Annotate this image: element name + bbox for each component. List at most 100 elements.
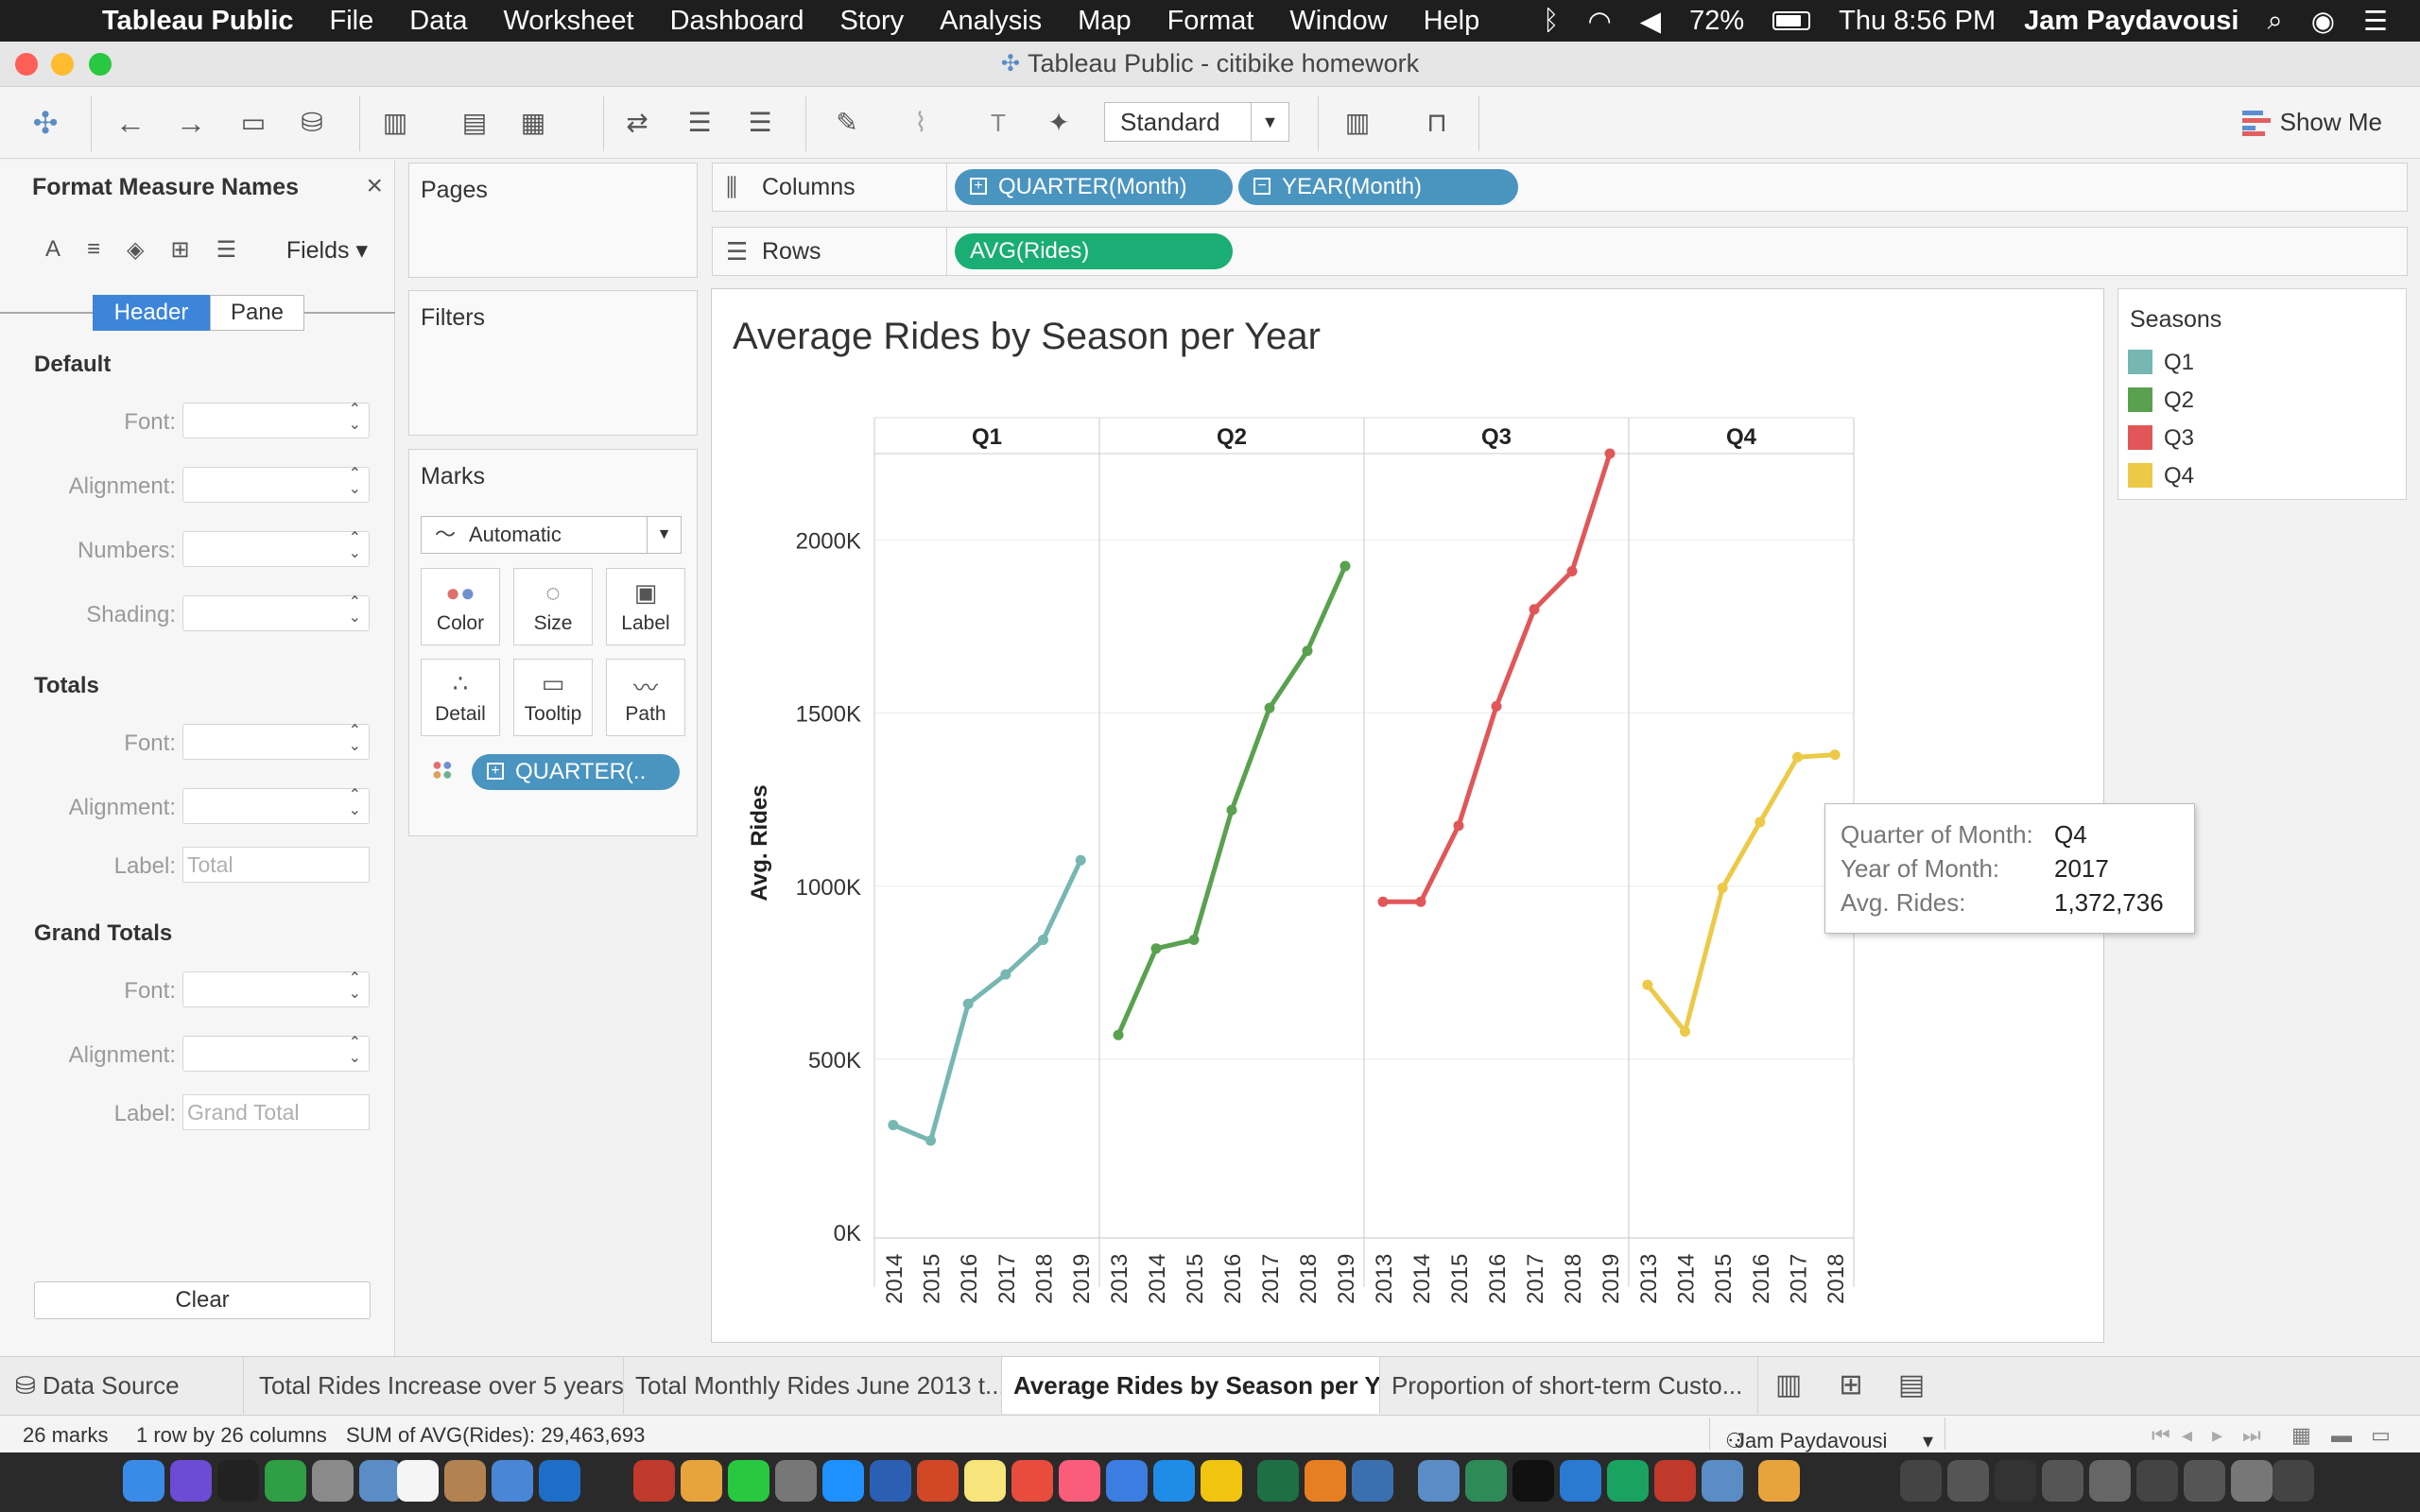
fields-dropdown[interactable]: Fields ▾: [285, 237, 368, 264]
books-icon[interactable]: [1305, 1460, 1346, 1502]
window-thumbnail-icon[interactable]: [2136, 1460, 2178, 1502]
volume-icon[interactable]: ◀: [1639, 6, 1662, 37]
word-icon[interactable]: [870, 1460, 911, 1502]
save-icon[interactable]: ▭: [240, 108, 267, 137]
tab-data-source[interactable]: ⛁ Data Source: [0, 1357, 244, 1414]
close-icon[interactable]: ×: [366, 170, 383, 201]
window-thumbnail-icon[interactable]: [2042, 1460, 2083, 1502]
tableau-home-icon[interactable]: ✣: [32, 106, 59, 140]
clear-sheet-icon[interactable]: ▦: [520, 108, 546, 137]
facetime-icon[interactable]: [728, 1460, 769, 1502]
new-worksheet-icon[interactable]: ▥: [1774, 1369, 1803, 1400]
tab-pane[interactable]: Pane: [210, 295, 304, 331]
window-thumbnail-icon[interactable]: [2089, 1460, 2131, 1502]
show-me-button[interactable]: Show Me: [2241, 108, 2382, 137]
totals-alignment-select[interactable]: [182, 788, 370, 824]
window-thumbnail-icon[interactable]: [2184, 1460, 2225, 1502]
legend-item-q1[interactable]: Q1: [2128, 349, 2194, 378]
next-page-icon[interactable]: ▸: [2212, 1423, 2223, 1447]
totals-label-input[interactable]: Total: [182, 847, 370, 883]
app-store-icon[interactable]: [822, 1460, 864, 1502]
app-icon[interactable]: [492, 1460, 533, 1502]
prev-page-icon[interactable]: ◂: [2182, 1423, 2193, 1447]
group-members-icon[interactable]: ⌇: [914, 108, 927, 137]
new-dashboard-icon[interactable]: ⊞: [1839, 1369, 1863, 1400]
notes-icon[interactable]: [444, 1460, 486, 1502]
mongodb-icon[interactable]: [1607, 1460, 1649, 1502]
outlook-icon[interactable]: [539, 1460, 580, 1502]
tab-header[interactable]: Header: [93, 295, 210, 331]
vscode-icon[interactable]: [1560, 1460, 1601, 1502]
user-dropdown[interactable]: ⚇ Jam Paydavousi ▾: [1709, 1418, 1945, 1452]
last-page-icon[interactable]: ⏭: [2242, 1423, 2261, 1447]
calendar-icon[interactable]: [397, 1460, 439, 1502]
alignment-icon[interactable]: ≡: [87, 236, 101, 262]
messages-icon[interactable]: [1106, 1460, 1148, 1502]
acrobat-icon[interactable]: [1654, 1460, 1696, 1502]
app-icon[interactable]: [633, 1460, 675, 1502]
avg-rides-pill[interactable]: AVG(Rides): [955, 233, 1233, 269]
year-month-pill[interactable]: − YEAR(Month): [1238, 169, 1518, 205]
app-icon[interactable]: [1352, 1460, 1393, 1502]
photos-app-icon[interactable]: [681, 1460, 722, 1502]
sheet-sorter-icon[interactable]: ▦: [2291, 1423, 2311, 1447]
path-button[interactable]: 〰 Path: [606, 659, 685, 736]
pin-axes-icon[interactable]: ✦: [1047, 108, 1070, 137]
siri-icon[interactable]: [170, 1460, 212, 1502]
default-shading-select[interactable]: [182, 595, 370, 631]
maps-icon[interactable]: [265, 1460, 306, 1502]
window-thumbnail-icon[interactable]: [1900, 1460, 1942, 1502]
trash-icon[interactable]: [2273, 1460, 2314, 1502]
tabs-view-icon[interactable]: ▭: [2371, 1423, 2391, 1447]
menu-dashboard[interactable]: Dashboard: [669, 5, 804, 36]
system-preferences-icon[interactable]: [775, 1460, 817, 1502]
default-alignment-select[interactable]: [182, 467, 370, 503]
legend-item-q4[interactable]: Q4: [2128, 462, 2194, 491]
mark-type-select[interactable]: 〜 Automatic ▼: [421, 516, 682, 554]
menu-window[interactable]: Window: [1289, 5, 1388, 36]
user-menu[interactable]: Jam Paydavousi: [2024, 5, 2239, 36]
duplicate-sheet-icon[interactable]: ▤: [461, 108, 488, 137]
rows-shelf[interactable]: ☰ Rows AVG(Rides): [712, 227, 2408, 276]
undo-icon[interactable]: ←: [115, 106, 146, 140]
legend-item-q3[interactable]: Q3: [2128, 424, 2194, 454]
lines-icon[interactable]: ☰: [216, 237, 237, 263]
menu-file[interactable]: File: [329, 5, 374, 36]
show-mark-labels-icon[interactable]: T: [991, 109, 1006, 137]
size-button[interactable]: ◌ Size: [513, 568, 593, 645]
chrome-icon[interactable]: [1201, 1460, 1242, 1502]
borders-icon[interactable]: ⊞: [170, 237, 190, 263]
powerpoint-icon[interactable]: [917, 1460, 959, 1502]
window-thumbnail-icon[interactable]: [1995, 1460, 2036, 1502]
tab-sheet[interactable]: Total Rides Increase over 5 years: [244, 1357, 624, 1414]
new-worksheet-icon[interactable]: ▥: [382, 108, 408, 137]
grand-totals-label-input[interactable]: Grand Total: [182, 1094, 370, 1130]
quarter-color-pill[interactable]: + QUARTER(..: [472, 754, 680, 790]
seasons-legend[interactable]: Seasons Q1 Q2 Q3 Q4: [2118, 288, 2407, 500]
tab-sheet[interactable]: Proportion of short-term Custo...: [1380, 1357, 1758, 1414]
font-icon[interactable]: A: [45, 236, 61, 262]
photos-icon[interactable]: [359, 1460, 401, 1502]
new-story-icon[interactable]: ▤: [1897, 1369, 1926, 1400]
clock[interactable]: Thu 8:56 PM: [1839, 5, 1996, 36]
window-thumbnail-icon[interactable]: [1947, 1460, 1989, 1502]
filters-card[interactable]: Filters: [408, 290, 698, 436]
excel-icon[interactable]: [1257, 1460, 1299, 1502]
tableau-icon[interactable]: [1418, 1460, 1460, 1502]
bluetooth-icon[interactable]: ᛒ: [1543, 5, 1560, 36]
grand-totals-font-select[interactable]: [182, 971, 370, 1007]
redo-icon[interactable]: →: [176, 106, 206, 140]
swap-rows-columns-icon[interactable]: ⇄: [626, 108, 648, 137]
tableau-public-icon[interactable]: [1702, 1460, 1743, 1502]
label-button[interactable]: ▣ Label: [606, 568, 685, 645]
wifi-icon[interactable]: ◠: [1587, 6, 1612, 37]
battery-icon[interactable]: [1772, 11, 1811, 30]
quarter-month-pill[interactable]: + QUARTER(Month): [955, 169, 1233, 205]
view-size-select[interactable]: Standard ▼: [1104, 102, 1289, 142]
tooltip-button[interactable]: ▭ Tooltip: [513, 659, 593, 736]
show-cards-icon[interactable]: ▥: [1344, 108, 1371, 137]
sort-descending-icon[interactable]: ☰: [748, 108, 772, 137]
battery-percent[interactable]: 72%: [1689, 5, 1745, 36]
menu-analysis[interactable]: Analysis: [940, 5, 1043, 36]
minimize-window-button[interactable]: [51, 53, 74, 76]
